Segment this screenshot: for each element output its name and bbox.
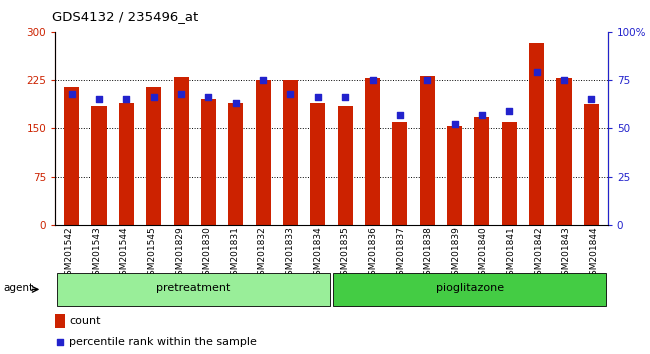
Bar [119, 103, 134, 225]
Point [559, 77, 569, 83]
Text: GSM201834: GSM201834 [313, 226, 322, 281]
Text: GSM201835: GSM201835 [341, 226, 350, 281]
Text: GSM201831: GSM201831 [230, 226, 239, 281]
Point [532, 69, 542, 75]
Bar [228, 103, 243, 225]
Point [476, 112, 487, 118]
Point [340, 95, 350, 100]
Point [367, 77, 378, 83]
Text: GSM201839: GSM201839 [451, 226, 460, 281]
Bar [64, 86, 79, 225]
Text: GSM201833: GSM201833 [285, 226, 294, 281]
Bar [420, 76, 435, 225]
Bar [529, 44, 544, 225]
Bar [447, 126, 462, 225]
Point [504, 108, 515, 114]
Point [395, 112, 405, 118]
Bar [146, 86, 161, 225]
Bar [556, 78, 571, 225]
Text: GDS4132 / 235496_at: GDS4132 / 235496_at [52, 10, 198, 23]
Point [285, 91, 296, 96]
Text: GSM201840: GSM201840 [479, 226, 488, 281]
Text: GSM201544: GSM201544 [120, 226, 129, 281]
Bar [174, 77, 188, 225]
Bar [584, 104, 599, 225]
Point [586, 97, 597, 102]
Point [422, 77, 432, 83]
Point [372, 246, 382, 251]
Bar [55, 314, 65, 328]
Text: GSM201832: GSM201832 [258, 226, 267, 281]
Text: pretreatment: pretreatment [156, 282, 231, 292]
Bar [92, 106, 107, 225]
Point [231, 101, 241, 106]
Point [176, 91, 187, 96]
Text: GSM201844: GSM201844 [590, 226, 599, 281]
Bar [393, 122, 408, 225]
Bar [337, 106, 353, 225]
Bar [502, 122, 517, 225]
Text: GSM201836: GSM201836 [369, 226, 378, 281]
Point [203, 95, 214, 100]
Bar [310, 103, 326, 225]
Text: GSM201830: GSM201830 [203, 226, 212, 281]
Point [66, 91, 77, 96]
Text: GSM201837: GSM201837 [396, 226, 405, 281]
Text: GSM201542: GSM201542 [64, 226, 73, 281]
Bar [255, 80, 270, 225]
Bar [474, 118, 489, 225]
Bar [365, 78, 380, 225]
Text: GSM201842: GSM201842 [534, 226, 543, 281]
Text: agent: agent [3, 282, 33, 292]
Bar [201, 99, 216, 225]
Text: pioglitazone: pioglitazone [436, 282, 504, 292]
Text: GSM201843: GSM201843 [562, 226, 571, 281]
Text: GSM201545: GSM201545 [148, 226, 157, 281]
Text: GSM201838: GSM201838 [424, 226, 433, 281]
Text: GSM201543: GSM201543 [92, 226, 101, 281]
Point [258, 77, 268, 83]
Point [94, 97, 104, 102]
Text: percentile rank within the sample: percentile rank within the sample [69, 337, 257, 347]
Point [313, 95, 323, 100]
Bar [57, 273, 330, 306]
Point [121, 97, 131, 102]
Text: GSM201829: GSM201829 [175, 226, 184, 281]
Bar [283, 80, 298, 225]
Point [148, 95, 159, 100]
Text: count: count [69, 316, 101, 326]
Point [449, 122, 460, 127]
Bar [333, 273, 606, 306]
Text: GSM201841: GSM201841 [506, 226, 515, 281]
